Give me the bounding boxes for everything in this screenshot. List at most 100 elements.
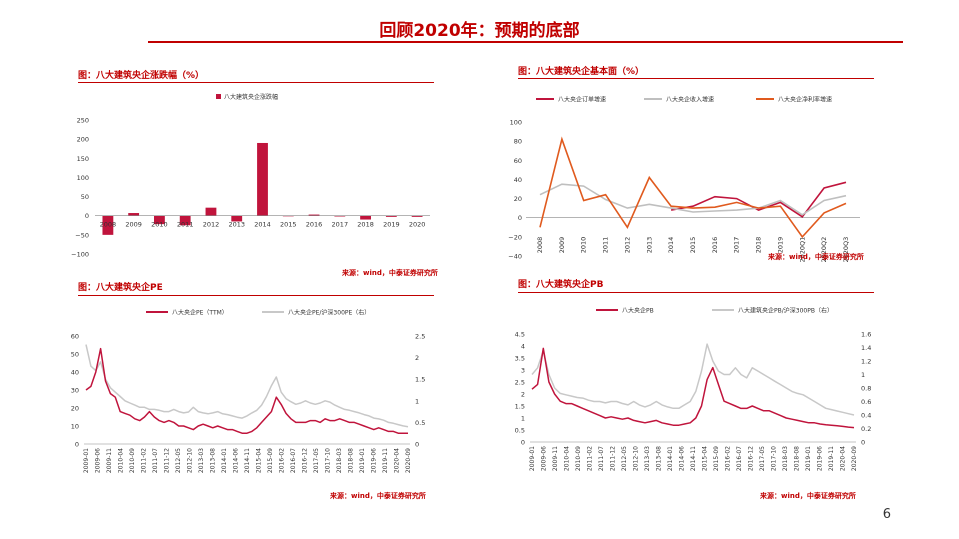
x-tick-label: 2009-06: [95, 448, 102, 473]
series-line-2: [539, 136, 847, 239]
y-tick-label: −50: [75, 231, 89, 239]
bar-2011: [179, 215, 191, 226]
x-tick-label: 2018: [755, 237, 763, 254]
bar-2010: [154, 215, 165, 225]
series-line-0: [670, 181, 847, 218]
bar-chart-title: 图：八大建筑央企涨跌幅（%）: [78, 71, 205, 81]
y-tick-label: 0: [85, 212, 89, 220]
x-tick-label: 2013-03: [198, 448, 205, 473]
bar-chart-title-rule: [78, 82, 434, 83]
x-tick-label: 2012: [623, 237, 631, 254]
x-tick-label: 2018-08: [348, 448, 355, 473]
y2-tick-label: 2.5: [415, 333, 425, 341]
y2-tick-label: 0: [415, 441, 419, 449]
pb-chart: 八大央企PB 八大建筑央企PB/沪深300PB（右） 4.5 4 3.5 3 2.5 2 1.5…: [515, 307, 872, 472]
x-tick-label: 2016-02: [725, 446, 732, 471]
y-tick-label: 30: [71, 387, 79, 395]
x-tick-label: 2019-11: [382, 448, 389, 473]
legend-label-0: 八大央企PE（TTM）: [172, 309, 228, 317]
y-tick-label: 20: [514, 195, 522, 203]
bar-2008: [102, 215, 114, 235]
series-line-0: [85, 347, 408, 434]
x-tick-label: 2015-04: [702, 446, 709, 471]
x-tick-label: 2009: [125, 221, 142, 229]
x-tick-label: 2016-02: [279, 448, 286, 473]
x-tick-label: 2009: [558, 237, 566, 254]
x-tick-label: 2018: [357, 221, 374, 229]
y-tick-label: −20: [508, 233, 522, 241]
legend-swatch-bar: [216, 94, 221, 99]
y-tick-label: 3: [521, 367, 525, 375]
legend-label-1: 八大建筑央企PB/沪深300PB（右）: [738, 307, 833, 315]
x-tick-label: 2020-04: [394, 448, 401, 473]
x-tick-label: 2014-11: [690, 446, 697, 471]
y2-tick-label: 1.5: [415, 376, 425, 384]
y-tick-label: 40: [71, 369, 79, 377]
bar-chart: 八大建筑央企涨跌幅 250 200 150 100 50 0 −50 −100 2008 2009 2…: [71, 93, 430, 259]
x-tick-label: 2011-07: [152, 448, 159, 473]
y2-tick-label: 2: [415, 354, 419, 362]
x-tick-label: 2009-01: [529, 446, 536, 471]
x-tick-label: 2019: [383, 221, 400, 229]
y2-tick-label: 0.5: [415, 419, 425, 427]
pb-chart-title-rule: [518, 292, 874, 293]
x-tick-label: 2017: [332, 221, 349, 229]
x-tick-label: 2016: [711, 237, 719, 254]
series-line-0: [531, 347, 855, 429]
legend-label-0: 八大央企订单增速: [558, 96, 606, 104]
x-tick-label: 2020Q3: [842, 237, 850, 263]
x-tick-label: 2010-09: [129, 448, 136, 473]
y-tick-label: −40: [508, 253, 522, 261]
bar-2009: [128, 213, 140, 216]
x-tick-label: 2016-07: [736, 446, 743, 471]
y-tick-label: 4: [521, 343, 525, 351]
x-tick-label: 2019: [776, 237, 784, 254]
fundamentals-chart-source: 来源：wind，中泰证券研究所: [768, 253, 864, 261]
x-tick-label: 2011: [602, 237, 610, 254]
x-tick-label: 2018-03: [336, 448, 343, 473]
y-tick-label: 0: [521, 439, 525, 447]
x-tick-label: 2010-04: [118, 448, 125, 473]
x-tick-label: 2011-12: [164, 448, 171, 473]
x-tick-label: 2017-10: [771, 446, 778, 471]
x-tick-label: 2009-06: [541, 446, 548, 471]
y-tick-label: 10: [71, 423, 79, 431]
x-tick-label: 2014: [667, 237, 675, 254]
bar-2017: [334, 215, 346, 217]
bar-2020: [411, 215, 423, 217]
legend-label-1: 八大央企PE/沪深300PE（右）: [288, 309, 370, 317]
bar-2012: [205, 207, 217, 216]
legend-label-0: 八大央企PB: [622, 307, 654, 315]
x-tick-label: 2017-05: [313, 448, 320, 473]
title-divider: [148, 41, 903, 43]
x-tick-label: 2014-06: [233, 448, 240, 473]
x-tick-label: 2011-02: [587, 446, 594, 471]
x-tick-label: 2012-05: [621, 446, 628, 471]
x-tick-label: 2012: [203, 221, 220, 229]
legend-label-2: 八大央企净利率增速: [778, 96, 832, 104]
y-tick-label: 50: [71, 351, 79, 359]
y-tick-label: 1.5: [515, 403, 525, 411]
legend-label-1: 八大央企收入增速: [666, 96, 714, 104]
x-tick-label: 2013-03: [644, 446, 651, 471]
page-number: 6: [882, 507, 891, 522]
x-tick-label: 2018-08: [794, 446, 801, 471]
x-tick-label: 2015: [280, 221, 297, 229]
y-tick-label: 200: [77, 136, 89, 144]
y-tick-label: 100: [77, 174, 89, 182]
x-tick-label: 2019-06: [817, 446, 824, 471]
x-tick-label: 2014: [254, 221, 271, 229]
x-tick-label: 2020-09: [851, 446, 858, 471]
x-tick-label: 2010: [151, 221, 168, 229]
bar-2013: [231, 215, 243, 222]
x-tick-label: 2019-06: [371, 448, 378, 473]
x-tick-label: 2013-08: [656, 446, 663, 471]
x-tick-label: 2011: [177, 221, 194, 229]
series-line-1: [539, 183, 847, 216]
pb-chart-title: 图：八大建筑央企PB: [518, 280, 604, 290]
x-tick-label: 2008: [536, 237, 544, 254]
x-tick-label: 2017-10: [325, 448, 332, 473]
bar-2014: [257, 142, 268, 216]
x-tick-label: 2020Q2: [820, 237, 828, 263]
y-tick-label: 20: [71, 405, 79, 413]
